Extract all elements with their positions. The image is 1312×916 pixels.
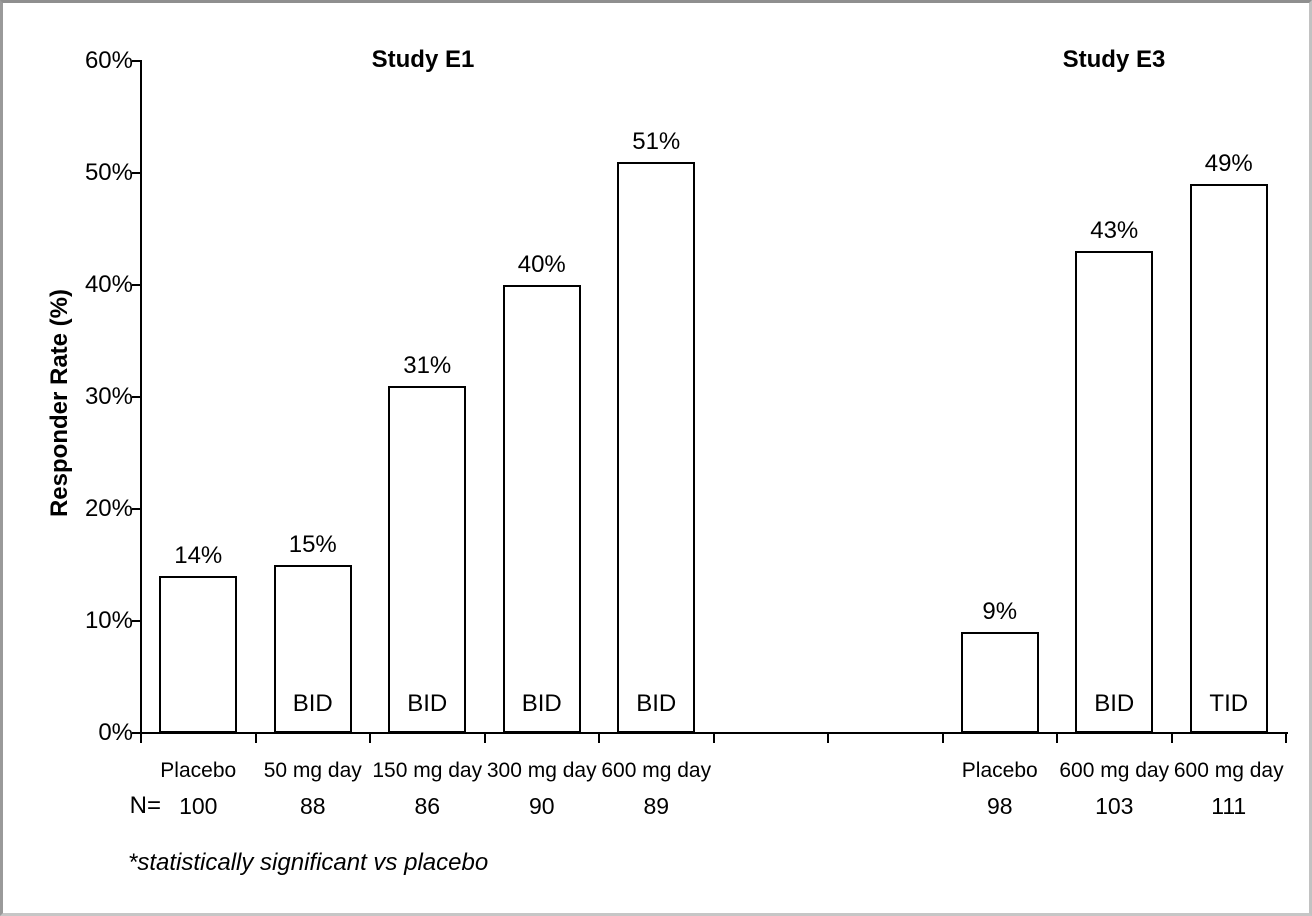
bar-dosing-label: BID bbox=[1094, 690, 1135, 717]
bar-dosing-label: BID bbox=[636, 690, 677, 717]
bar-value-label: 15% bbox=[288, 531, 337, 558]
bar-value-label: 40% bbox=[517, 251, 566, 278]
y-tick-label: 10% bbox=[84, 607, 133, 634]
x-tick bbox=[483, 733, 486, 743]
n-value: 89 bbox=[643, 793, 670, 819]
x-tick bbox=[598, 733, 600, 743]
y-tick bbox=[132, 732, 141, 734]
plot-area: 0% 10% 20% 30% 40% 50% 60% 14% Placebo 100 15% BID 5… bbox=[3, 3, 1309, 913]
bar bbox=[388, 385, 467, 733]
n-value: 98 bbox=[986, 793, 1013, 819]
category-label: 150 mg day bbox=[372, 759, 483, 782]
bar bbox=[617, 161, 696, 733]
bar-dosing-label: BID bbox=[292, 690, 333, 717]
study-e1-title: Study E1 bbox=[371, 46, 475, 73]
y-tick-label: 0% bbox=[98, 719, 133, 746]
bar-dosing-label: TID bbox=[1209, 690, 1249, 717]
y-tick-label: 40% bbox=[84, 271, 133, 298]
category-label: 50 mg day bbox=[263, 759, 362, 782]
bar-dosing-label: BID bbox=[521, 690, 562, 717]
y-tick bbox=[132, 620, 141, 622]
category-label: 600 mg day bbox=[1173, 759, 1284, 782]
bar-value-label: 43% bbox=[1090, 217, 1139, 245]
category-label: 600 mg day bbox=[601, 759, 712, 782]
y-tick-label: 60% bbox=[84, 47, 133, 74]
bar bbox=[1075, 251, 1154, 733]
footnote: *statistically significant vs placebo bbox=[128, 849, 489, 876]
bar-value-label: 49% bbox=[1204, 150, 1253, 178]
x-tick bbox=[941, 733, 944, 743]
x-tick bbox=[1170, 733, 1173, 743]
y-tick bbox=[132, 284, 141, 286]
x-tick bbox=[1285, 733, 1287, 743]
bar-value-label: 51% bbox=[632, 127, 681, 155]
x-tick bbox=[140, 733, 142, 743]
n-value: 103 bbox=[1095, 793, 1134, 819]
x-tick bbox=[254, 733, 257, 743]
bar bbox=[1189, 184, 1268, 733]
y-tick bbox=[132, 396, 141, 398]
x-tick bbox=[712, 733, 715, 743]
y-tick-label: 50% bbox=[84, 159, 133, 186]
category-label: 600 mg day bbox=[1059, 759, 1170, 782]
x-tick bbox=[369, 733, 371, 743]
y-tick-label: 20% bbox=[84, 495, 133, 522]
n-value: 100 bbox=[179, 793, 218, 819]
n-value: 86 bbox=[414, 793, 441, 819]
category-label: Placebo bbox=[961, 759, 1038, 782]
y-tick-label: 30% bbox=[84, 383, 133, 410]
bar-value-label: 9% bbox=[982, 598, 1018, 626]
bar-value-label: 14% bbox=[174, 542, 223, 570]
y-axis-line bbox=[140, 60, 142, 734]
y-tick bbox=[132, 508, 141, 510]
y-axis-title: Responder Rate (%) bbox=[46, 288, 73, 518]
study-e3-title: Study E3 bbox=[1062, 46, 1166, 73]
bar bbox=[502, 285, 581, 733]
x-tick bbox=[827, 733, 829, 743]
bar bbox=[159, 576, 238, 733]
n-row-label: N= bbox=[129, 792, 161, 819]
category-label: Placebo bbox=[160, 759, 237, 782]
n-value: 88 bbox=[299, 793, 326, 819]
bar-dosing-label: BID bbox=[407, 690, 448, 717]
n-value: 90 bbox=[528, 793, 555, 819]
bar bbox=[960, 632, 1039, 733]
bar-value-label: 31% bbox=[403, 351, 452, 379]
bar bbox=[273, 565, 352, 733]
x-tick bbox=[1056, 733, 1058, 743]
n-value: 111 bbox=[1211, 793, 1247, 819]
y-tick bbox=[132, 60, 141, 62]
category-label: 300 mg day bbox=[486, 759, 597, 782]
y-tick bbox=[132, 172, 141, 174]
